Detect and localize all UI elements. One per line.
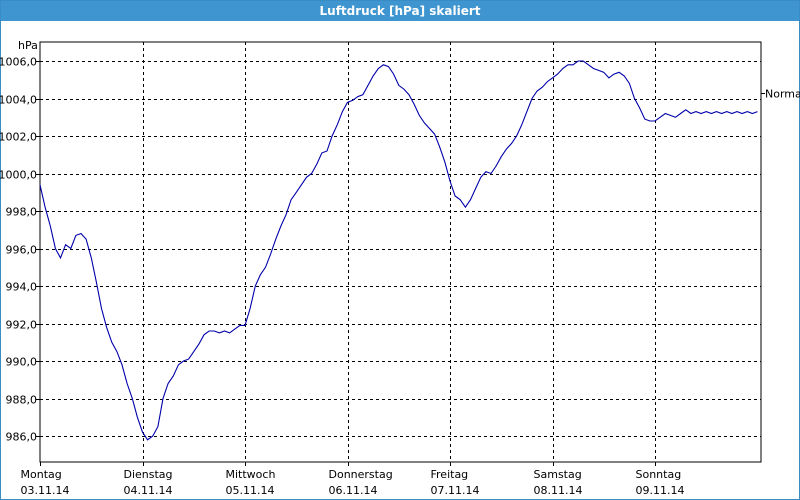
y-tick-label: 986,0 — [6, 431, 38, 444]
x-tick-date-label: 04.11.14 — [124, 484, 173, 497]
x-tick-day-label: Donnerstag — [329, 468, 393, 481]
y-tick-label: 992,0 — [6, 319, 38, 332]
pressure-series-line — [39, 60, 758, 441]
x-tick-date-label: 09.11.14 — [636, 484, 685, 497]
x-tick-date-label: 08.11.14 — [534, 484, 583, 497]
plot-area — [39, 41, 762, 463]
x-tick-day-label: Dienstag — [124, 468, 173, 481]
x-tick-day-label: Mittwoch — [226, 468, 276, 481]
window-title: Luftdruck [hPa] skaliert — [1, 1, 799, 21]
y-tick-label: 1000,0 — [0, 169, 37, 182]
y-axis-label: hPa — [18, 39, 38, 52]
y-tick-label: 1002,0 — [0, 131, 37, 144]
x-tick-day-label: Montag — [21, 468, 62, 481]
y-tick-label: 998,0 — [6, 206, 38, 219]
y-tick-label: 994,0 — [6, 281, 38, 294]
y-tick-label: 996,0 — [6, 244, 38, 257]
x-tick-date-label: 06.11.14 — [329, 484, 378, 497]
x-tick-day-label: Sonntag — [636, 468, 682, 481]
x-tick-date-label: 05.11.14 — [226, 484, 275, 497]
x-tick-date-label: 03.11.14 — [21, 484, 70, 497]
x-tick-date-label: 07.11.14 — [431, 484, 480, 497]
y-tick-label: 1004,0 — [0, 94, 37, 107]
x-tick-day-label: Freitag — [431, 468, 469, 481]
y-tick-label: 988,0 — [6, 394, 38, 407]
x-tick-day-label: Samstag — [534, 468, 582, 481]
normal-label: Normal — [765, 88, 800, 101]
y-tick-label: 1006,0 — [0, 56, 37, 69]
y-tick-label: 990,0 — [6, 356, 38, 369]
